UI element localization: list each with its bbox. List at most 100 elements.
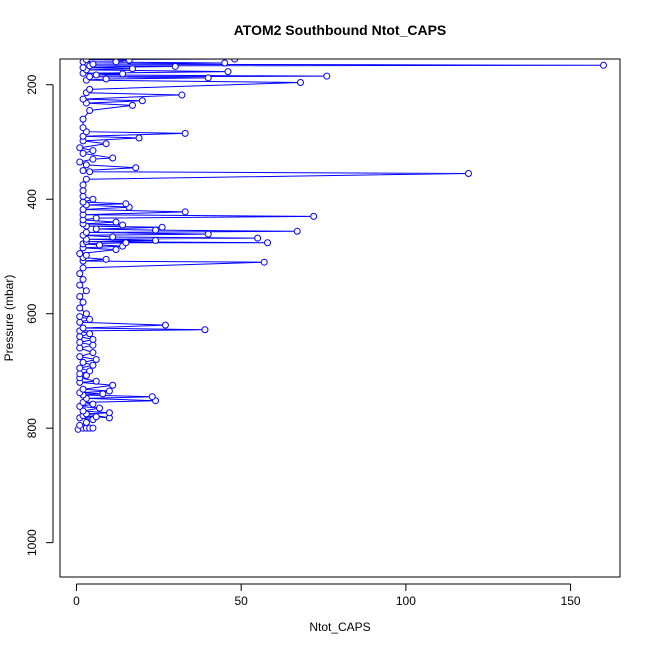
axes: 0 50 100 150 200 400 600 800 1000	[25, 74, 581, 608]
data-point	[204, 74, 212, 82]
data-point	[79, 407, 87, 415]
data-point	[89, 195, 97, 203]
x-tick-label: 100	[396, 594, 416, 608]
data-point	[201, 326, 209, 334]
data-point	[178, 91, 186, 99]
data-point	[161, 321, 169, 329]
y-tick-label: 200	[25, 74, 39, 94]
data-point	[323, 72, 331, 80]
data-point	[181, 129, 189, 137]
chart-title: ATOM2 Southbound Ntot_CAPS	[234, 22, 447, 38]
data-point	[76, 304, 84, 312]
data-point	[82, 251, 90, 259]
data-point	[109, 233, 117, 241]
data-point	[82, 310, 90, 318]
data-point	[92, 377, 100, 385]
data-point	[148, 393, 156, 401]
data-point	[82, 287, 90, 295]
data-point	[92, 214, 100, 222]
data-point	[224, 68, 232, 76]
data-point	[152, 226, 160, 234]
data-point	[76, 338, 84, 346]
data-point	[254, 234, 262, 242]
data-point	[89, 341, 97, 349]
data-point	[92, 413, 100, 421]
data-point	[204, 230, 212, 238]
data-point	[82, 418, 90, 426]
data-point	[112, 218, 120, 226]
data-point	[128, 101, 136, 109]
data-point	[79, 264, 87, 272]
data-point	[221, 59, 229, 67]
data-point	[119, 221, 127, 229]
data-point	[89, 349, 97, 357]
data-point	[171, 62, 179, 70]
data-point	[293, 227, 301, 235]
data-point	[79, 206, 87, 214]
data-point	[132, 164, 140, 172]
data-point	[82, 59, 90, 64]
data-point	[89, 335, 97, 343]
data-point	[76, 421, 84, 429]
data-point	[105, 387, 113, 395]
y-tick-label: 1000	[25, 529, 39, 556]
data-point	[76, 144, 84, 152]
data-point	[89, 147, 97, 155]
data-point	[122, 200, 130, 208]
y-tick-label: 400	[25, 189, 39, 209]
plot-frame	[59, 58, 621, 578]
data-point	[92, 225, 100, 233]
data-point	[158, 223, 166, 231]
data-point	[112, 246, 120, 254]
data-point	[109, 154, 117, 162]
data-point	[89, 361, 97, 369]
data-point	[79, 115, 87, 123]
data-point	[86, 85, 94, 93]
series-line	[77, 59, 604, 430]
data-point	[79, 192, 87, 200]
data-point	[260, 258, 268, 266]
data-point	[79, 385, 87, 393]
data-point	[86, 315, 94, 323]
x-tick-label: 0	[73, 594, 80, 608]
data-point	[76, 250, 84, 258]
data-point	[231, 59, 239, 63]
data-point	[79, 95, 87, 103]
data-point	[76, 281, 84, 289]
data-point	[82, 175, 90, 183]
x-tick-label: 150	[561, 594, 581, 608]
data-point	[102, 140, 110, 148]
data-point	[79, 149, 87, 157]
data-point	[76, 344, 84, 352]
data-point	[89, 424, 97, 432]
data-point	[76, 364, 84, 372]
data-point	[102, 75, 110, 83]
data-point	[102, 255, 110, 263]
data-point	[464, 169, 472, 177]
data-point	[181, 208, 189, 216]
data-point	[86, 73, 94, 81]
data-point	[82, 372, 90, 380]
data-point	[152, 236, 160, 244]
data-point	[79, 181, 87, 189]
y-tick-label: 800	[25, 418, 39, 438]
data-point	[79, 132, 87, 140]
data-point	[79, 358, 87, 366]
data-point	[79, 324, 87, 332]
data-point	[109, 381, 117, 389]
data-point	[79, 64, 87, 72]
data-point	[135, 134, 143, 142]
data-point	[79, 198, 87, 206]
plot-marks	[74, 59, 608, 433]
data-point	[89, 400, 97, 408]
data-point	[79, 124, 87, 132]
data-point	[264, 239, 272, 247]
data-point	[89, 60, 97, 68]
data-point	[76, 313, 84, 321]
data-point	[89, 155, 97, 163]
data-point	[86, 330, 94, 338]
data-point	[99, 390, 107, 398]
data-point	[138, 97, 146, 105]
data-point	[105, 409, 113, 417]
